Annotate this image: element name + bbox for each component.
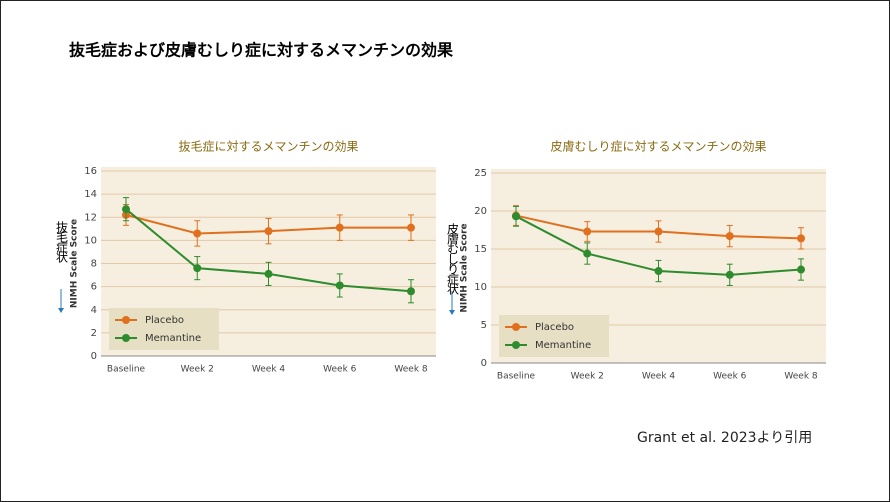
data-point — [725, 232, 734, 241]
slide-title: 抜毛症および皮膚むしり症に対するメマンチンの効果 — [69, 41, 453, 60]
y-tick-label: 12 — [84, 212, 97, 223]
legend-label: Placebo — [535, 322, 574, 333]
x-tick-label: Week 4 — [252, 365, 286, 375]
y-axis-label: NIMH Scale Score — [70, 219, 80, 308]
data-point — [797, 234, 805, 243]
data-point — [264, 227, 273, 236]
data-point — [335, 281, 344, 290]
y-tick-label: 10 — [84, 235, 97, 246]
x-tick-label: Week 6 — [323, 365, 357, 375]
legend-box — [499, 315, 609, 357]
data-point — [264, 269, 273, 278]
data-point — [407, 223, 415, 232]
y-tick-label: 0 — [481, 358, 487, 369]
y-tick-label: 10 — [474, 282, 487, 293]
x-tick-label: Baseline — [497, 372, 536, 382]
x-tick-label: Week 4 — [642, 372, 676, 382]
x-tick-label: Week 6 — [713, 372, 747, 382]
legend-label: Memantine — [145, 333, 201, 344]
y-tick-label: 14 — [84, 189, 97, 200]
data-point — [512, 212, 520, 221]
data-point — [583, 249, 592, 258]
y-tick-label: 2 — [91, 328, 97, 339]
x-tick-label: Week 8 — [394, 365, 428, 375]
y-tick-label: 16 — [84, 166, 97, 177]
annotation-arrowhead — [449, 310, 455, 315]
legend-marker — [122, 334, 130, 342]
y-tick-label: 4 — [91, 305, 97, 316]
x-tick-label: Week 2 — [571, 372, 604, 382]
citation: Grant et al. 2023より引用 — [637, 430, 812, 446]
y-axis-annotation: 抜毛症状 — [55, 221, 69, 263]
x-tick-label: Week 2 — [181, 365, 214, 375]
x-tick-label: Week 8 — [784, 372, 818, 382]
data-point — [797, 265, 805, 274]
legend-box — [109, 308, 219, 350]
y-tick-label: 8 — [91, 259, 97, 270]
chart-title: 皮膚むしり症に対するメマンチンの効果 — [550, 139, 766, 154]
data-point — [654, 227, 663, 236]
annotation-arrowhead — [58, 308, 64, 313]
legend-label: Placebo — [145, 315, 184, 326]
data-point — [335, 223, 344, 232]
data-point — [654, 267, 663, 276]
data-point — [725, 270, 734, 279]
legend-label: Memantine — [535, 340, 591, 351]
data-point — [193, 229, 202, 238]
chart-title: 抜毛症に対するメマンチンの効果 — [178, 139, 358, 154]
y-tick-label: 6 — [91, 282, 97, 293]
legend-marker — [122, 316, 130, 324]
y-axis-label: NIMH Scale Score — [460, 223, 470, 312]
y-axis-annotation: 皮膚むしり症状 — [446, 223, 460, 295]
data-point — [193, 264, 202, 273]
y-tick-label: 0 — [91, 351, 97, 362]
y-tick-label: 15 — [474, 244, 487, 255]
y-tick-label: 20 — [474, 206, 487, 217]
data-point — [122, 205, 130, 214]
data-point — [583, 227, 592, 236]
y-tick-label: 5 — [481, 320, 487, 331]
x-tick-label: Baseline — [107, 365, 146, 375]
y-tick-label: 25 — [474, 168, 487, 179]
legend-marker — [512, 323, 520, 331]
data-point — [407, 287, 415, 296]
legend-marker — [512, 341, 520, 349]
